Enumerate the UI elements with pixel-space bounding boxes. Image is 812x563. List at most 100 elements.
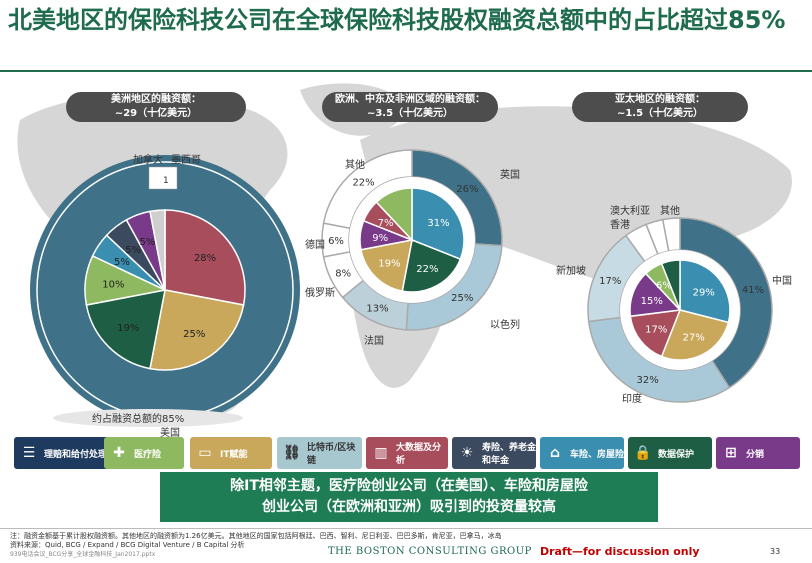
legend-it-label: IT赋能 <box>220 449 248 460</box>
bigdata-icon: ▥ <box>374 445 388 461</box>
americas-us-label: 美国 <box>160 426 180 439</box>
emea-inner-slice-1 <box>401 238 462 293</box>
apac-inner-slice-label-1: 27% <box>683 333 705 344</box>
footer-divider <box>0 528 812 529</box>
americas-canada-label: 加拿大 <box>133 153 163 166</box>
emea-france-label: 法国 <box>364 334 384 347</box>
americas-inner-slice-label-5: 5% <box>125 245 141 256</box>
americas-inner-slice-label-4: 5% <box>114 257 130 268</box>
apac-india-label: 印度 <box>622 392 642 405</box>
emea-donut-chart: 26% 25% 13% 8% 6% 22% 31% 22% 19% 9% 7% 英国 以色列 法国… <box>305 149 520 347</box>
callout-line2: 创业公司（在欧洲和亚洲）吸引到的投资量较高 <box>262 499 556 515</box>
americas-inner-slice-0 <box>164 209 246 306</box>
region-header-apac: 亚太地区的融资额： ~1.5（十亿美元） <box>572 92 748 122</box>
emea-outer-slice-label-4: 6% <box>328 236 344 247</box>
apac-outer-slice-label-2: 17% <box>599 276 621 287</box>
region-header-emea: 欧洲、中东及非洲区域的融资额： ~3.5（十亿美元） <box>322 92 498 122</box>
blockchain-icon: ⛓ <box>283 445 301 461</box>
region-header-apac-line1: 亚太地区的融资额： <box>615 94 705 105</box>
draft-label: Draft—for discussion only <box>540 545 700 558</box>
apac-singapore-label: 新加坡 <box>556 264 586 277</box>
emea-inner-slice-label-4: 7% <box>378 218 394 229</box>
emea-inner-slice-2 <box>360 239 413 292</box>
americas-85pct-bubble <box>53 409 243 427</box>
legend-it: ▭ IT赋能 <box>190 437 272 469</box>
apac-outer-slice-label-1: 32% <box>637 375 659 386</box>
emea-outer-slice-label-3: 8% <box>335 268 351 279</box>
health-icon: ✚ <box>113 445 125 461</box>
legend-life-label: 寿险、养老金和年金 <box>482 443 537 466</box>
emea-inner-slice-label-1: 22% <box>416 264 438 275</box>
apac-australia-label: 澳大利亚 <box>610 204 650 217</box>
apac-inner-slice-label-4: 6% <box>656 281 672 292</box>
americas-mexico-label: 墨西哥 <box>171 154 201 166</box>
auto-icon: ⌂ <box>549 445 561 461</box>
americas-inner-slice-label-1: 25% <box>183 329 205 340</box>
region-header-emea-line2: ~3.5（十亿美元） <box>366 108 454 119</box>
americas-canada-mexico-slice <box>148 166 178 190</box>
emea-inner-slice-0 <box>411 187 465 261</box>
americas-inner-slice-2 <box>85 289 166 370</box>
legend-auto: ⌂ 车险、房屋险 <box>540 437 624 469</box>
legend-bigdata: ▥ 大数据及分析 <box>366 437 448 469</box>
emea-inner-slice-label-0: 31% <box>427 218 449 229</box>
key-insight-callout: 除IT相邻主题，医疗险创业公司（在美国）、车险和房屋险 创业公司（在欧洲和亚洲）… <box>160 472 658 522</box>
apac-china-label: 中国 <box>772 274 792 287</box>
legend-health: ✚ 医疗险 <box>104 437 184 469</box>
americas-inner-slice-label-2: 19% <box>117 323 139 334</box>
footer-file: 939电话会议_BCG分享_全球金融科技_Jan2017.pptx <box>10 551 156 558</box>
apac-inner-slice-label-0: 29% <box>693 288 715 299</box>
distribution-icon: ⊞ <box>725 445 737 461</box>
footer-note: 注：融资金额基于累计股权融资额。其他地区的融资额为1.26亿美元。其他地区的国家… <box>10 532 502 540</box>
americas-one-label: 1 <box>163 176 169 186</box>
claims-icon: ☰ <box>22 445 36 461</box>
emea-russia-label: 俄罗斯 <box>305 286 335 299</box>
emea-outer-slice-label-0: 26% <box>456 184 478 195</box>
life-icon: ☀ <box>460 445 474 461</box>
legend-claims-label: 理赔和给付处理 <box>44 449 108 460</box>
apac-donut-chart: 41% 32% 17% 29% 27% 17% 15% 6% 中国 印度 新加坡 香港 澳大… <box>556 204 792 405</box>
emea-inner-slice-label-2: 19% <box>378 259 400 270</box>
emea-other-label: 其他 <box>345 158 365 171</box>
legend-life: ☀ 寿险、养老金和年金 <box>452 437 536 469</box>
americas-donut-chart: 28%25%19%10%5%5%5% 1 加拿大 墨西哥 约占融资总额的85% … <box>30 153 300 439</box>
emea-germany-label: 德国 <box>305 238 325 251</box>
emea-inner-slice-5 <box>375 187 413 242</box>
americas-inner-slice-label-0: 28% <box>194 253 216 264</box>
apac-other-label: 其他 <box>660 204 680 217</box>
legend-bigdata-label: 大数据及分析 <box>396 443 442 466</box>
legend-dataprotection: 🔒 数据保护 <box>628 437 712 469</box>
americas-inner-slice-1 <box>149 289 245 371</box>
region-header-emea-line1: 欧洲、中东及非洲区域的融资额： <box>335 94 485 105</box>
apac-inner-slice-label-2: 17% <box>645 324 667 335</box>
region-header-americas: 美洲地区的融资额： ~29（十亿美元） <box>66 92 246 122</box>
region-header-americas-line2: ~29（十亿美元） <box>114 108 198 119</box>
title-divider <box>0 70 812 72</box>
footer-source: 资料来源：Quid, BCG / Expand / BCG Digital Ve… <box>10 541 245 549</box>
emea-outer-slice-label-5: 22% <box>352 177 374 188</box>
region-header-apac-line2: ~1.5（十亿美元） <box>616 108 704 119</box>
americas-inner-slice-7 <box>149 209 166 291</box>
emea-uk-label: 英国 <box>500 168 520 181</box>
apac-inner-slice-1 <box>660 309 730 361</box>
page-title: 北美地区的保险科技公司在全球保险科技股权融资总额中的占比超过85% <box>8 6 786 34</box>
apac-outer-slice-label-0: 41% <box>742 285 764 296</box>
apac-outer-slice-0 <box>679 217 773 389</box>
apac-hongkong-label: 香港 <box>610 219 630 231</box>
apac-inner-slice-2 <box>629 309 682 358</box>
apac-inner-slice-label-3: 15% <box>641 296 663 307</box>
apac-inner-slice-0 <box>679 259 731 324</box>
legend-auto-label: 车险、房屋险 <box>570 449 625 460</box>
region-header-americas-line1: 美洲地区的融资额： <box>111 94 201 105</box>
callout-line1: 除IT相邻主题，医疗险创业公司（在美国）、车险和房屋险 <box>230 478 588 494</box>
americas-inner-slice-label-3: 10% <box>102 279 124 290</box>
emea-inner-slice-label-3: 9% <box>372 233 388 244</box>
americas-inner-slice-label-6: 5% <box>139 237 155 248</box>
apac-inner-slice-5 <box>660 259 681 311</box>
emea-outer-slice-label-2: 13% <box>366 304 388 315</box>
legend-dataprotection-label: 数据保护 <box>658 449 695 460</box>
legend-distribution-label: 分销 <box>746 449 765 460</box>
it-icon: ▭ <box>198 445 212 461</box>
emea-outer-slice-label-1: 25% <box>451 293 473 304</box>
